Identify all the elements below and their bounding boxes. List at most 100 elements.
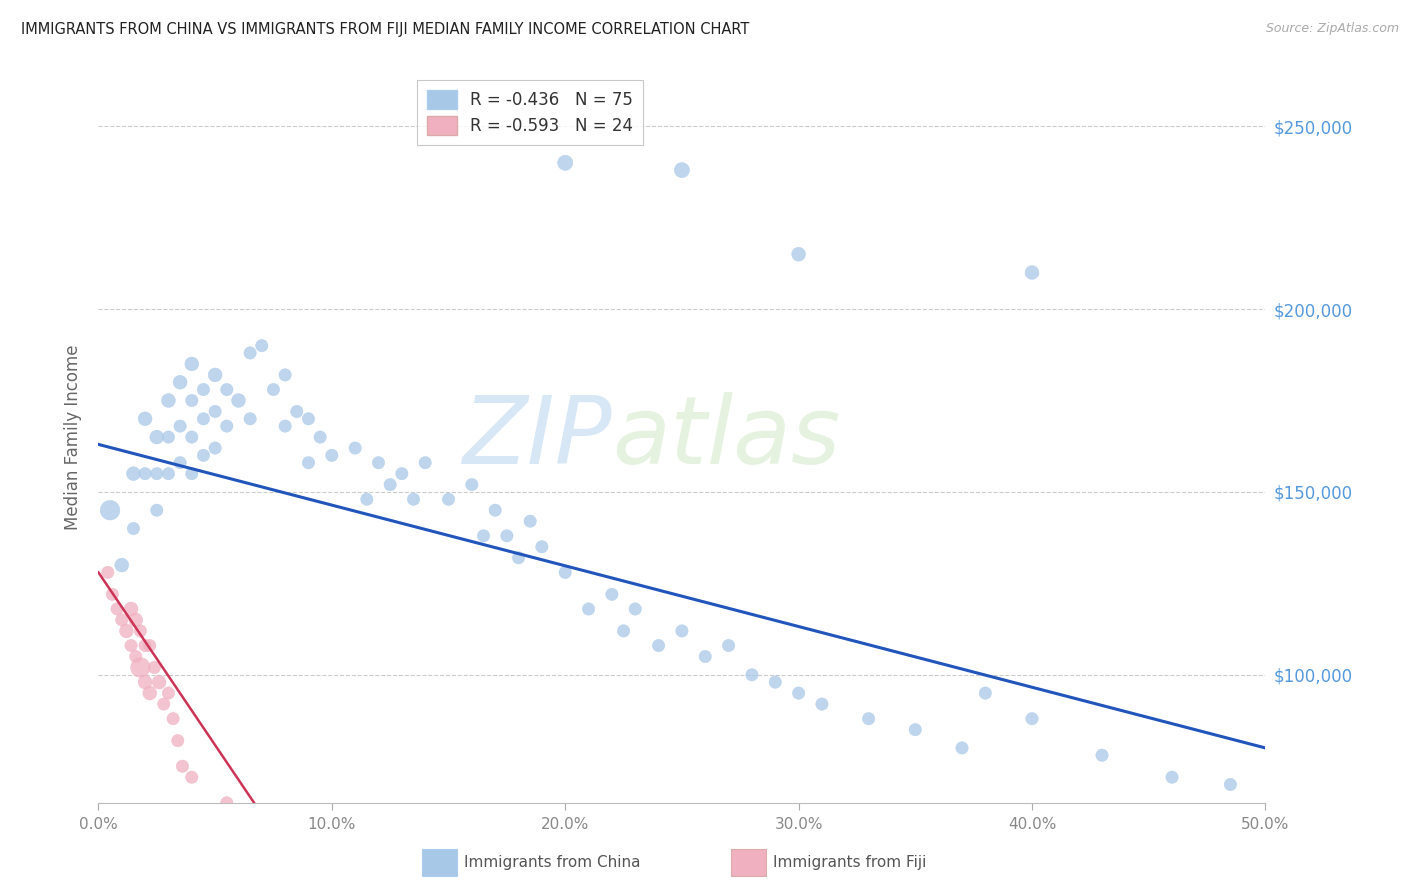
Point [1161, 770, 1184, 784]
Point [344, 441, 367, 455]
Point [98, 503, 121, 517]
Text: Immigrants from China: Immigrants from China [464, 855, 641, 870]
Point [101, 587, 124, 601]
Point [146, 467, 169, 481]
Point [215, 383, 238, 397]
Point [180, 393, 202, 408]
Point [309, 430, 332, 444]
Point [228, 393, 250, 408]
Legend: R = -0.436   N = 75, R = -0.593   N = 24: R = -0.436 N = 75, R = -0.593 N = 24 [418, 79, 644, 145]
Point [166, 733, 188, 747]
Point [380, 477, 402, 491]
Point [146, 503, 169, 517]
Point [858, 712, 880, 726]
Point [120, 602, 142, 616]
Point [180, 357, 202, 371]
Point [157, 467, 180, 481]
Point [157, 393, 180, 408]
Point [285, 404, 308, 418]
Point [297, 456, 319, 470]
Point [484, 503, 506, 517]
Point [204, 368, 226, 382]
Point [904, 723, 927, 737]
Point [647, 639, 669, 653]
Point [367, 456, 389, 470]
Text: atlas: atlas [612, 392, 841, 483]
Point [1021, 265, 1043, 279]
Point [239, 411, 262, 425]
Point [1091, 748, 1114, 763]
Point [193, 411, 215, 425]
Point [508, 550, 530, 565]
Point [671, 163, 693, 178]
Point [671, 624, 693, 638]
Y-axis label: Median Family Income: Median Family Income [65, 344, 83, 530]
Point [105, 602, 128, 616]
Point [413, 456, 436, 470]
Point [613, 624, 636, 638]
Point [624, 602, 647, 616]
Point [157, 686, 180, 700]
Point [787, 686, 810, 700]
Point [162, 712, 184, 726]
Point [180, 467, 202, 481]
Point [139, 639, 162, 653]
Point [554, 566, 576, 580]
Point [134, 639, 156, 653]
Point [125, 613, 148, 627]
Point [321, 448, 343, 462]
Point [530, 540, 553, 554]
Point [239, 346, 262, 360]
Text: Source: ZipAtlas.com: Source: ZipAtlas.com [1265, 22, 1399, 36]
Point [787, 247, 810, 261]
Point [122, 467, 145, 481]
Text: ZIP: ZIP [463, 392, 612, 483]
Point [169, 375, 191, 389]
Point [437, 492, 460, 507]
Point [695, 649, 717, 664]
Point [461, 477, 484, 491]
Point [554, 155, 576, 169]
Point [134, 675, 156, 690]
Point [111, 613, 134, 627]
Point [974, 686, 997, 700]
Point [129, 624, 152, 638]
Point [157, 430, 180, 444]
Point [129, 660, 152, 674]
Point [204, 441, 226, 455]
Point [811, 697, 834, 711]
Point [950, 740, 973, 755]
Point [215, 419, 238, 434]
Point [125, 649, 148, 664]
Point [146, 430, 169, 444]
Point [578, 602, 600, 616]
Point [169, 456, 191, 470]
Point [274, 419, 297, 434]
Point [115, 624, 138, 638]
Point [600, 587, 623, 601]
Point [148, 675, 170, 690]
Point [152, 697, 174, 711]
Point [111, 558, 134, 573]
Point [519, 514, 541, 528]
Point [1021, 712, 1043, 726]
Point [204, 404, 226, 418]
Text: Immigrants from Fiji: Immigrants from Fiji [773, 855, 927, 870]
Point [402, 492, 425, 507]
Point [262, 383, 284, 397]
Point [139, 686, 162, 700]
Point [496, 529, 519, 543]
Point [250, 338, 273, 352]
Point [180, 770, 202, 784]
Point [1219, 778, 1241, 792]
Point [120, 639, 142, 653]
Text: IMMIGRANTS FROM CHINA VS IMMIGRANTS FROM FIJI MEDIAN FAMILY INCOME CORRELATION C: IMMIGRANTS FROM CHINA VS IMMIGRANTS FROM… [21, 22, 749, 37]
Point [169, 419, 191, 434]
Point [122, 521, 145, 535]
Point [172, 759, 194, 773]
Point [472, 529, 495, 543]
Point [143, 660, 166, 674]
Point [741, 667, 763, 681]
Point [193, 383, 215, 397]
Point [97, 566, 120, 580]
